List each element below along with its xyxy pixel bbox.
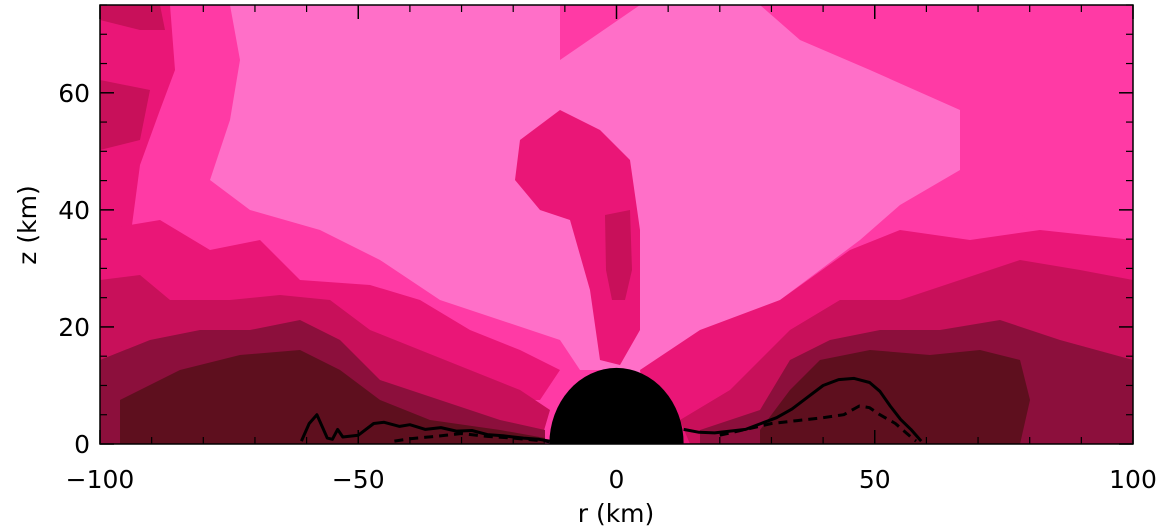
x-tick-label: −100 <box>66 465 135 494</box>
y-tick-label: 60 <box>58 79 90 108</box>
contour-line-solid-0 <box>300 413 550 443</box>
x-tick-label: 0 <box>609 465 625 494</box>
y-tick-label: 0 <box>74 430 90 459</box>
x-axis: −100 −50 0 50 100 <box>66 5 1157 494</box>
heatmap-level-5b <box>990 40 1133 250</box>
x-tick-label: 100 <box>1109 465 1157 494</box>
x-axis-title: r (km) <box>578 499 655 528</box>
heatmap-jet <box>515 110 640 365</box>
central-hemisphere <box>549 367 684 444</box>
y-axis: 0 20 40 60 <box>58 4 1133 459</box>
contour-line-dashed-3 <box>719 404 918 443</box>
y-axis-title: z (km) <box>13 185 42 264</box>
contour-line-dashed-2 <box>394 432 550 444</box>
heatmap-level-0a <box>120 350 545 444</box>
heatmap-field <box>100 5 1133 444</box>
x-tick-label: −50 <box>332 465 385 494</box>
contour-line-solid-1 <box>683 376 923 443</box>
y-tick-label: 40 <box>58 196 90 225</box>
heatmap-level-0b <box>760 350 1030 444</box>
x-tick-label: 50 <box>859 465 891 494</box>
heatmap-patch-left <box>100 80 150 150</box>
heatmap-patch <box>100 5 165 30</box>
heatmap-jet-core <box>605 210 632 300</box>
central-object <box>549 367 684 444</box>
contour-lines <box>300 376 923 444</box>
y-tick-label: 20 <box>58 313 90 342</box>
